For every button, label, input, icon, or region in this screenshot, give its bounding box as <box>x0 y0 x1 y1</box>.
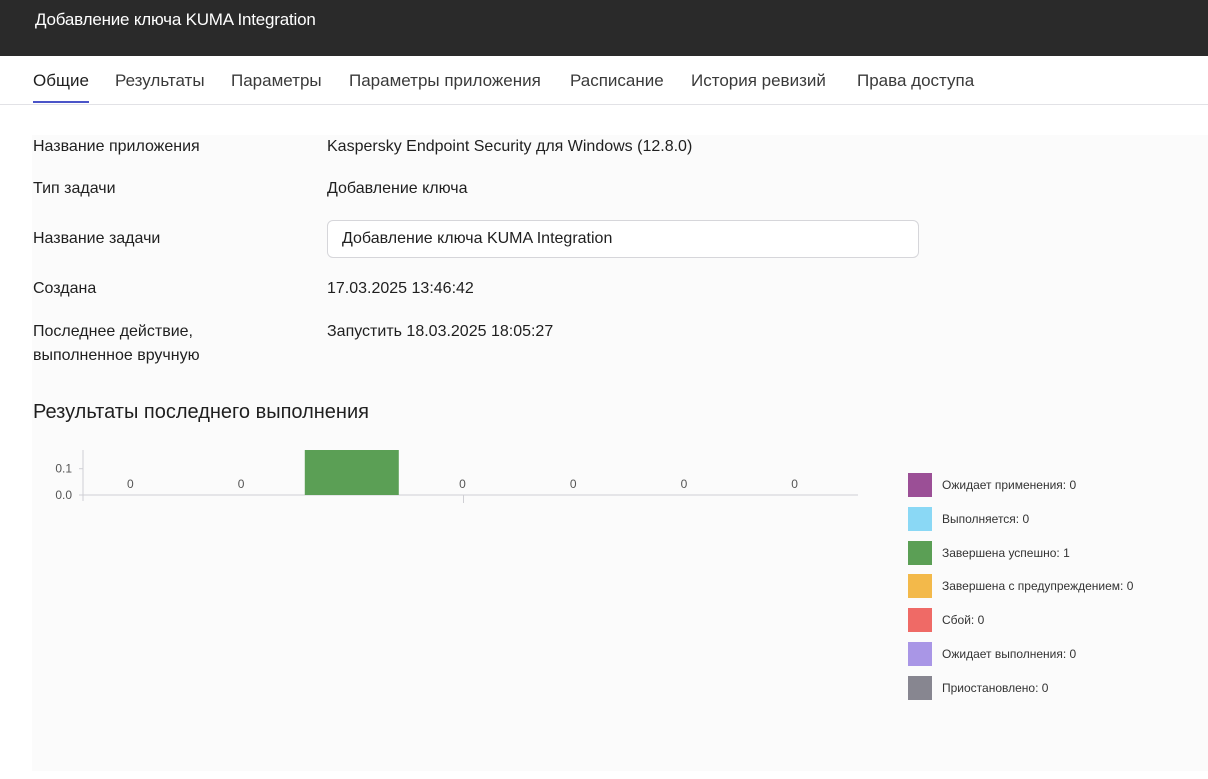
results-bar-chart: 0.00.10.20.30.40.50.60.70.80.91.00010000 <box>55 450 858 503</box>
legend-item: Завершена с предупреждением: 0 <box>908 574 1134 599</box>
legend-swatch <box>908 473 932 497</box>
title-bar: Добавление ключа KUMA Integration <box>0 0 1208 56</box>
tab-revision-history[interactable]: История ревизий <box>691 71 826 90</box>
legend-item: Сбой: 0 <box>908 608 985 633</box>
legend-item: Выполняется: 0 <box>908 506 1030 531</box>
legend-label: Завершена с предупреждением: 0 <box>942 579 1134 594</box>
bar-value-label: 0 <box>127 477 134 491</box>
legend-swatch <box>908 642 932 666</box>
tab-results[interactable]: Результаты <box>115 71 205 90</box>
tab-access-rights[interactable]: Права доступа <box>857 71 975 90</box>
task-name-input[interactable] <box>327 220 919 258</box>
bar-value-label: 0 <box>791 477 798 491</box>
task-type-value: Добавление ключа <box>327 180 468 197</box>
tab-app-settings[interactable]: Параметры приложения <box>349 71 541 90</box>
last-action-label-line2: выполненное вручную <box>33 347 200 364</box>
results-section-title: Результаты последнего выполнения <box>33 401 369 423</box>
y-tick-label: 0.0 <box>55 488 72 502</box>
active-tab-indicator <box>33 101 89 103</box>
last-action-label: Последнее действие, выполненное вручную <box>33 320 200 368</box>
bar-value-label: 0 <box>459 477 466 491</box>
bar-value-label: 0 <box>238 477 245 491</box>
created-value: 17.03.2025 13:46:42 <box>327 280 474 297</box>
bar-value-label: 0 <box>681 477 688 491</box>
legend-swatch <box>908 506 932 531</box>
bar-value-label: 0 <box>570 477 577 491</box>
last-action-value: Запустить 18.03.2025 18:05:27 <box>327 323 554 340</box>
legend-label: Ожидает применения: 0 <box>942 478 1077 492</box>
legend-swatch <box>908 608 932 633</box>
tab-schedule[interactable]: Расписание <box>570 71 664 90</box>
legend-swatch <box>908 540 932 565</box>
bar <box>304 450 399 495</box>
legend-swatch <box>908 574 932 599</box>
tab-bar: Общие Результаты Параметры Параметры при… <box>0 56 1208 105</box>
legend-label: Приостановлено: 0 <box>942 680 1049 695</box>
app-name-label: Название приложения <box>33 138 200 155</box>
last-action-label-line1: Последнее действие, <box>33 323 193 340</box>
task-type-label: Тип задачи <box>33 180 116 197</box>
created-label: Создана <box>33 280 97 297</box>
app-name-value: Kaspersky Endpoint Security для Windows … <box>327 138 693 155</box>
legend-label: Выполняется: 0 <box>942 511 1030 526</box>
tab-general[interactable]: Общие <box>33 71 89 90</box>
legend-label: Сбой: 0 <box>942 613 985 628</box>
legend-item: Приостановлено: 0 <box>908 675 1049 700</box>
legend-label: Ожидает выполнения: 0 <box>942 647 1077 661</box>
legend-swatch <box>908 675 932 700</box>
general-panel: Название приложения Kaspersky Endpoint S… <box>0 105 1208 779</box>
task-name-label: Название задачи <box>33 230 161 247</box>
legend-item: Ожидает выполнения: 0 <box>908 642 1076 666</box>
legend-label: Завершена успешно: 1 <box>942 545 1070 560</box>
legend-item: Завершена успешно: 1 <box>908 540 1070 565</box>
tab-settings[interactable]: Параметры <box>231 71 322 90</box>
legend-item: Ожидает применения: 0 <box>908 473 1076 497</box>
window-title: Добавление ключа KUMA Integration <box>35 10 316 29</box>
y-tick-label: 0.1 <box>55 462 72 476</box>
